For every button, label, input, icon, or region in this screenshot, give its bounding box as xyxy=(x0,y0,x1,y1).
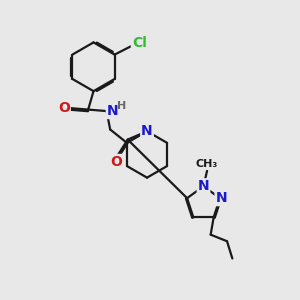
Text: N: N xyxy=(216,191,227,205)
Text: O: O xyxy=(110,155,122,169)
Text: N: N xyxy=(198,179,209,193)
Text: Cl: Cl xyxy=(132,36,147,50)
Text: N: N xyxy=(107,104,118,118)
Text: O: O xyxy=(58,101,70,115)
Text: H: H xyxy=(117,101,127,111)
Text: CH₃: CH₃ xyxy=(196,159,218,169)
Text: N: N xyxy=(141,124,153,138)
